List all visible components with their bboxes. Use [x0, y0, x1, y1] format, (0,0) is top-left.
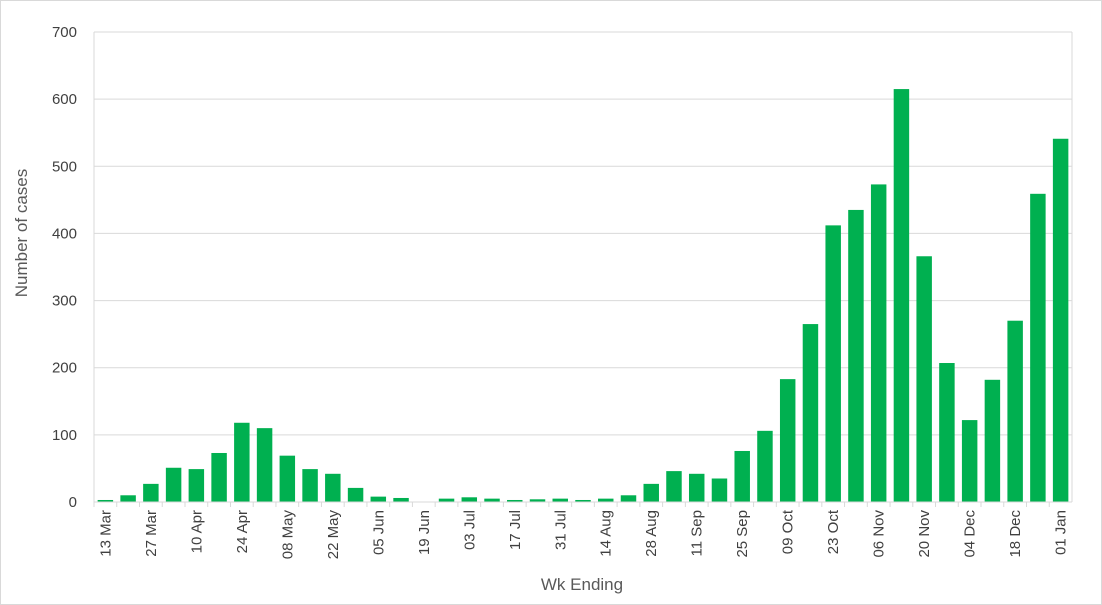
x-tick-label: 14 Aug: [598, 510, 615, 557]
y-tick-label: 0: [69, 494, 77, 511]
bar: [279, 455, 296, 502]
x-tick-label: 19 Jun: [416, 510, 433, 555]
bar: [302, 469, 318, 502]
bar: [598, 498, 614, 502]
bar: [461, 497, 478, 502]
bar: [688, 473, 705, 502]
y-tick-label: 100: [52, 427, 77, 444]
x-tick-label: 05 Jun: [370, 510, 387, 555]
x-tick-label: 11 Sep: [689, 510, 706, 556]
x-tick-label: 03 Jul: [461, 510, 478, 550]
x-tick-label: 23 Oct: [825, 509, 842, 554]
bar: [1052, 138, 1069, 502]
x-tick-label: 04 Dec: [962, 510, 979, 558]
bar: [575, 499, 591, 502]
bar: [1007, 320, 1023, 502]
y-tick-label: 300: [52, 293, 77, 310]
bar: [438, 498, 455, 502]
bar: [620, 495, 637, 502]
bar: [256, 428, 273, 502]
x-tick-label: 10 Apr: [188, 510, 205, 553]
bar: [507, 499, 523, 502]
bar: [825, 225, 841, 502]
bar: [734, 450, 750, 502]
bar: [97, 499, 114, 502]
y-tick-label: 600: [52, 91, 77, 108]
bar: [529, 499, 546, 502]
x-axis-title: Wk Ending: [541, 575, 623, 594]
x-tick-label: 27 Mar: [143, 510, 160, 557]
x-tick-label: 28 Aug: [643, 510, 660, 557]
bar: [802, 324, 819, 502]
x-tick-label: 31 Jul: [552, 510, 569, 550]
x-tick-label: 18 Dec: [1007, 510, 1024, 558]
bar: [893, 89, 910, 502]
y-tick-labels: 0 100 200 300 400 500 600 700: [52, 24, 77, 511]
bars: [97, 89, 1069, 502]
bar: [393, 497, 409, 502]
x-tick-label: 08 May: [279, 510, 296, 560]
bar: [234, 422, 250, 502]
bar: [120, 495, 136, 502]
x-tick-label: 06 Nov: [871, 510, 888, 558]
x-tick-label: 09 Oct: [780, 509, 797, 554]
bar: [165, 467, 182, 502]
bar: [370, 496, 387, 502]
y-axis-title: Number of cases: [12, 169, 31, 298]
x-tick-label: 25 Sep: [734, 510, 751, 558]
bar: [347, 487, 364, 502]
bar: [188, 469, 205, 502]
bar: [666, 471, 682, 502]
bar: [552, 498, 568, 502]
bar: [1030, 193, 1046, 502]
x-tick-labels: 13 Mar 27 Mar 10 Apr 24 Apr 08 May 22 May 05 J…: [93, 502, 1070, 560]
bar: [143, 483, 159, 502]
bar: [757, 430, 773, 502]
bar: [325, 473, 341, 502]
bar: [916, 256, 932, 502]
x-tick-label: 01 Jan: [1053, 510, 1070, 555]
x-tick-label: 17 Jul: [507, 510, 524, 550]
bar: [961, 420, 978, 502]
bar: [939, 363, 955, 502]
x-tick-label: 22 May: [325, 510, 342, 560]
y-tick-label: 400: [52, 225, 77, 242]
x-tick-label: 20 Nov: [916, 510, 933, 558]
y-tick-label: 700: [52, 24, 77, 41]
bar: [779, 379, 796, 502]
bar: [984, 379, 1001, 502]
bar: [711, 478, 728, 502]
x-tick-label: 24 Apr: [234, 510, 251, 553]
bar: [870, 184, 887, 502]
y-tick-label: 200: [52, 360, 77, 377]
bar: [848, 209, 864, 502]
y-tick-label: 500: [52, 158, 77, 175]
bar: [484, 498, 500, 502]
x-tick-label: 13 Mar: [97, 510, 114, 557]
bar: [643, 483, 659, 502]
bar: [211, 452, 227, 502]
